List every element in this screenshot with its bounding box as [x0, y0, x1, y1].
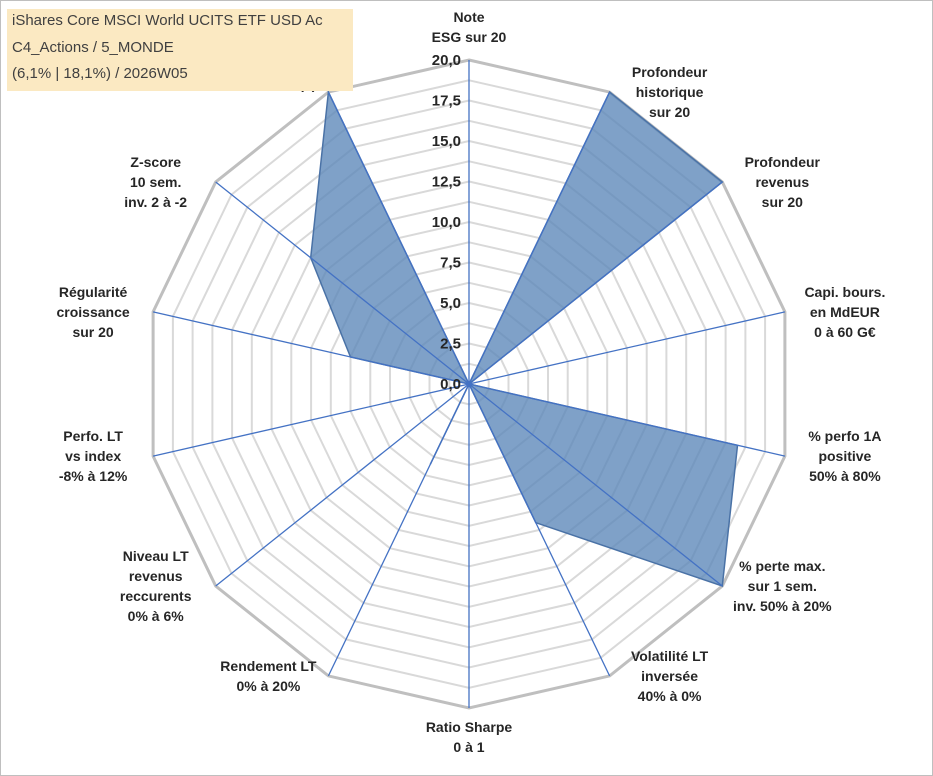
spoke-13 — [327, 91, 470, 385]
axis-label-line: positive — [818, 448, 871, 464]
spoke-6 — [468, 383, 611, 677]
axis-label-line: Régularité — [59, 284, 128, 300]
fund-name: iShares Core MSCI World UCITS ETF USD Ac — [12, 12, 323, 29]
axis-label-3: Capi. bours. en MdEUR 0 à 60 G€ — [804, 284, 885, 340]
axis-label-6: Volatilité LT inversée 40% à 0% — [631, 648, 709, 704]
axis-label-line: 0 à 60 G€ — [814, 324, 876, 340]
axis-label-line: Z-score — [130, 154, 181, 170]
axis-label-line: vs index — [65, 448, 121, 464]
axis-label-line: Profondeur — [745, 154, 821, 170]
axis-label-line: reccurents — [120, 588, 192, 604]
axis-label-line: revenus — [129, 568, 183, 584]
spoke-10 — [152, 383, 470, 457]
axis-label-line: sur 20 — [649, 104, 690, 120]
axis-label-line: historique — [636, 84, 704, 100]
axis-label-line: sur 20 — [72, 324, 113, 340]
axis-label-line: inversée — [641, 668, 698, 684]
axis-label-line: Rendement LT — [220, 658, 317, 674]
axis-label-1: Profondeur historique sur 20 — [632, 64, 708, 120]
axis-label-line: revenus — [755, 174, 809, 190]
axis-label-line: 50% à 80% — [809, 468, 881, 484]
axis-label-line: Capi. bours. — [804, 284, 885, 300]
fund-category: C4_Actions / 5_MONDE — [12, 39, 174, 56]
axis-label-line: Perfo. LT — [63, 428, 123, 444]
spoke-3 — [468, 311, 786, 385]
axis-label-line: ESG sur 20 — [432, 29, 507, 45]
spoke-5 — [468, 383, 723, 587]
spoke-9 — [215, 383, 470, 587]
axis-label-2: Profondeur revenus sur 20 — [745, 154, 821, 210]
tick-label: 17,5 — [432, 93, 461, 110]
tick-label: 7,5 — [440, 255, 461, 272]
tick-label: 20,0 — [432, 52, 461, 69]
axis-labels: Note ESG sur 20 Profondeur historique sur 20… — [57, 9, 886, 755]
tick-label: 12,5 — [432, 174, 461, 191]
spoke-1 — [468, 91, 611, 385]
axis-label-5: % perte max. sur 1 sem. inv. 50% à 20% — [733, 558, 832, 614]
axis-label-line: sur 20 — [762, 194, 803, 210]
tick-labels: 0,0 2,5 5,0 7,5 10,0 12,5 15,0 17,5 20,0 — [432, 52, 461, 393]
tick-label: 0,0 — [440, 376, 461, 393]
axis-label-line: -8% à 12% — [59, 468, 128, 484]
axis-label-12: Z-score 10 sem. inv. 2 à -2 — [124, 154, 187, 210]
axis-label-line: 40% à 0% — [638, 688, 702, 704]
axis-label-0: Note ESG sur 20 — [432, 9, 507, 45]
info-box: iShares Core MSCI World UCITS ETF USD Ac… — [7, 9, 353, 91]
axis-label-line: 0% à 20% — [236, 678, 300, 694]
spoke-11 — [152, 311, 470, 385]
axis-label-8: Rendement LT 0% à 20% — [220, 658, 317, 694]
axis-label-line: en MdEUR — [810, 304, 880, 320]
radar-spokes — [152, 60, 786, 708]
axis-label-line: 0 à 1 — [453, 739, 484, 755]
axis-label-line: Niveau LT — [123, 548, 189, 564]
axis-label-4: % perfo 1A positive 50% à 80% — [808, 428, 881, 484]
spoke-4 — [468, 383, 786, 457]
spoke-8 — [327, 383, 470, 677]
axis-label-line: Profondeur — [632, 64, 708, 80]
axis-label-11: Régularité croissance sur 20 — [57, 284, 130, 340]
axis-label-line: croissance — [57, 304, 130, 320]
axis-label-line: Note — [453, 9, 484, 25]
axis-label-line: Volatilité LT — [631, 648, 709, 664]
tick-label: 15,0 — [432, 133, 461, 150]
axis-label-line: inv. 2 à -2 — [124, 194, 187, 210]
axis-label-line: % perte max. — [739, 558, 825, 574]
tick-label: 10,0 — [432, 214, 461, 231]
fund-stats: (6,1% | 18,1%) / 2026W05 — [12, 65, 188, 82]
axis-label-line: 10 sem. — [130, 174, 181, 190]
axis-label-line: inv. 50% à 20% — [733, 598, 832, 614]
axis-label-line: sur 1 sem. — [748, 578, 817, 594]
tick-label: 2,5 — [440, 336, 461, 353]
axis-label-line: 0% à 6% — [128, 608, 185, 624]
axis-label-9: Niveau LT revenus reccurents 0% à 6% — [120, 548, 192, 624]
axis-label-10: Perfo. LT vs index -8% à 12% — [59, 428, 128, 484]
spoke-2 — [468, 181, 723, 385]
spoke-12 — [215, 181, 470, 385]
tick-label: 5,0 — [440, 295, 461, 312]
axis-label-line: % perfo 1A — [808, 428, 881, 444]
axis-label-7: Ratio Sharpe 0 à 1 — [426, 719, 513, 755]
axis-label-line: Ratio Sharpe — [426, 719, 513, 735]
